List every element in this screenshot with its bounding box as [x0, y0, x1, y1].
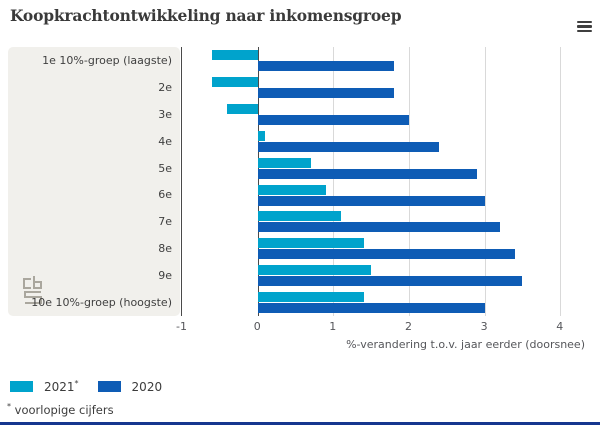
- hamburger-icon: [577, 29, 592, 33]
- legend-item-2021: 2021*: [10, 379, 79, 394]
- category-label: 5e: [158, 161, 172, 175]
- category-label: 3e: [158, 107, 172, 121]
- bar-2020-row-1[interactable]: [257, 61, 394, 71]
- bar-2021-row-9[interactable]: [257, 265, 372, 276]
- category-label: 10e 10%-groep (hoogste): [31, 296, 172, 310]
- plot-area: [181, 47, 589, 316]
- grid-line: [484, 47, 486, 316]
- menu-button[interactable]: [577, 19, 592, 34]
- bar-2020-row-10[interactable]: [257, 303, 485, 314]
- x-axis-label: %-verandering t.o.v. jaar eerder (doorsn…: [346, 338, 585, 351]
- bar-2020-row-8[interactable]: [257, 249, 515, 260]
- legend-swatch-2020: [97, 381, 121, 392]
- hamburger-icon: [577, 20, 592, 24]
- bar-2021-row-1[interactable]: [212, 50, 258, 60]
- bar-2021-row-6[interactable]: [257, 184, 326, 195]
- x-tick-label: -1: [176, 320, 187, 333]
- bar-2021-row-4[interactable]: [257, 130, 266, 141]
- bar-2021-row-8[interactable]: [257, 238, 364, 249]
- footer-brand-bar: [0, 422, 600, 425]
- cbs-logo: [23, 276, 42, 304]
- x-tick-label: 0: [253, 320, 261, 333]
- grid-line: [333, 47, 335, 316]
- bar-2020-row-7[interactable]: [257, 222, 500, 233]
- category-label: 8e: [158, 242, 172, 256]
- grid-line: [560, 47, 562, 316]
- legend: 2021* 2020: [10, 379, 162, 394]
- zero-line: [257, 47, 259, 316]
- bar-2020-row-5[interactable]: [257, 168, 478, 179]
- legend-swatch-2021: [10, 381, 33, 392]
- x-tick-label: 1: [329, 320, 337, 333]
- bar-2021-row-5[interactable]: [257, 157, 311, 168]
- bar-2021-row-3[interactable]: [227, 103, 258, 114]
- x-tick-label: 3: [480, 320, 488, 333]
- bar-2020-row-3[interactable]: [257, 114, 409, 125]
- category-label: 2e: [158, 80, 172, 94]
- legend-label-2020: 2020: [131, 380, 163, 394]
- hamburger-icon: [577, 25, 592, 28]
- grid-line: [409, 47, 410, 316]
- legend-label-2021: 2021*: [44, 379, 79, 394]
- category-axis-panel: 1e 10%-groep (laagste) 2e 3e 4e 5e 6e 7e 8e 9e 10…: [8, 47, 180, 316]
- bar-2020-row-4[interactable]: [257, 141, 440, 152]
- bar-2021-row-7[interactable]: [257, 211, 341, 222]
- x-tick-label: 4: [556, 320, 564, 333]
- bar-2020-row-9[interactable]: [257, 276, 523, 287]
- bar-2020-row-2[interactable]: [257, 87, 394, 98]
- bar-2021-row-10[interactable]: [257, 292, 364, 303]
- category-label: 1e 10%-groep (laagste): [42, 53, 172, 67]
- bar-2020-row-6[interactable]: [257, 195, 485, 206]
- category-label: 9e: [158, 269, 172, 283]
- category-label: 6e: [158, 188, 172, 202]
- bar-2021-row-2[interactable]: [212, 76, 258, 87]
- legend-item-2020: 2020: [97, 379, 163, 394]
- category-label: 4e: [158, 134, 172, 148]
- category-label: 7e: [158, 215, 172, 229]
- footnote: * voorlopige cijfers: [7, 402, 114, 417]
- chart-title: Koopkrachtontwikkeling naar inkomensgroe…: [10, 6, 402, 25]
- x-tick-label: 2: [405, 320, 412, 333]
